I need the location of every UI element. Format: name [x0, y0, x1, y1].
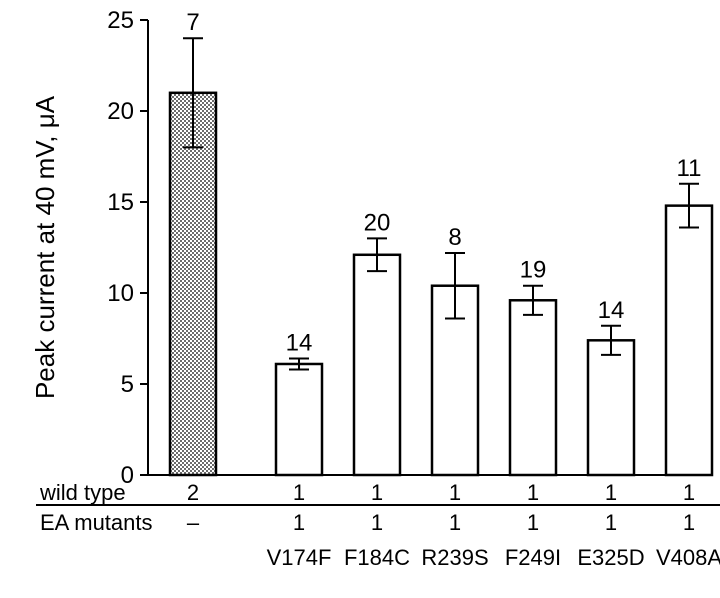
wild-type-val-V174F: 1 — [293, 480, 305, 505]
n-label-F184C: 20 — [364, 209, 391, 236]
wild-type-val-R239S: 1 — [449, 480, 461, 505]
ea-mutant-val-F184C: 1 — [371, 510, 383, 535]
n-label-R239S: 8 — [448, 224, 461, 251]
peak-current-chart: 0510152025Peak current at 40 mV, μA 7142… — [0, 0, 720, 598]
ea-mutant-val-R239S: 1 — [449, 510, 461, 535]
chart-svg: 0510152025Peak current at 40 mV, μA 7142… — [0, 0, 720, 598]
y-tick-label: 10 — [107, 280, 134, 307]
y-tick-label: 5 — [121, 371, 134, 398]
row-header-wild-type: wild type — [39, 480, 126, 505]
n-label-V174F: 14 — [286, 330, 313, 357]
bar-F184C — [354, 255, 400, 475]
ea-mutant-val-E325D: 1 — [605, 510, 617, 535]
wild-type-val-V408A: 1 — [683, 480, 695, 505]
ea-mutant-val-V174F: 1 — [293, 510, 305, 535]
y-tick-label: 15 — [107, 189, 134, 216]
ea-mutant-val-F249I: 1 — [527, 510, 539, 535]
category-label-F184C: F184C — [344, 545, 410, 570]
bar-V408A — [666, 206, 712, 475]
ea-mutant-val-WT2: – — [187, 510, 200, 535]
row-header-ea-mutants: EA mutants — [40, 510, 153, 535]
category-label-F249I: F249I — [505, 545, 561, 570]
y-tick-label: 20 — [107, 98, 134, 125]
y-axis-title: Peak current at 40 mV, μA — [30, 95, 60, 399]
category-label-V174F: V174F — [267, 545, 332, 570]
bar-WT2 — [170, 93, 216, 475]
category-label-E325D: E325D — [577, 545, 644, 570]
n-label-WT2: 7 — [186, 9, 199, 36]
n-label-V408A: 11 — [677, 155, 702, 182]
wild-type-val-F249I: 1 — [527, 480, 539, 505]
n-label-F249I: 19 — [520, 257, 547, 284]
bar-F249I — [510, 300, 556, 475]
bar-E325D — [588, 340, 634, 475]
wild-type-val-WT2: 2 — [187, 480, 199, 505]
y-tick-label: 25 — [107, 7, 134, 34]
n-label-E325D: 14 — [598, 297, 625, 324]
ea-mutant-val-V408A: 1 — [683, 510, 695, 535]
wild-type-val-F184C: 1 — [371, 480, 383, 505]
bar-V174F — [276, 364, 322, 475]
category-label-V408A: V408A — [656, 545, 720, 570]
category-label-R239S: R239S — [421, 545, 488, 570]
wild-type-val-E325D: 1 — [605, 480, 617, 505]
